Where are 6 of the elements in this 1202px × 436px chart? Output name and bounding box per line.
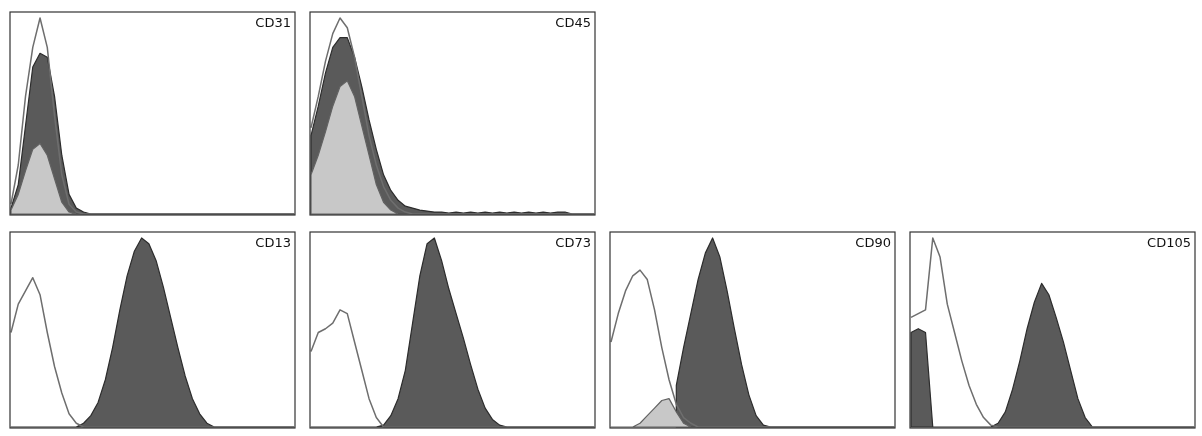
chart-title: CD13 — [255, 235, 291, 250]
chart-title: CD45 — [555, 15, 591, 30]
chart-title: CD105 — [1147, 235, 1191, 250]
chart-title: CD73 — [555, 235, 591, 250]
chart-title: CD31 — [255, 15, 291, 30]
chart-title: CD90 — [855, 235, 891, 250]
